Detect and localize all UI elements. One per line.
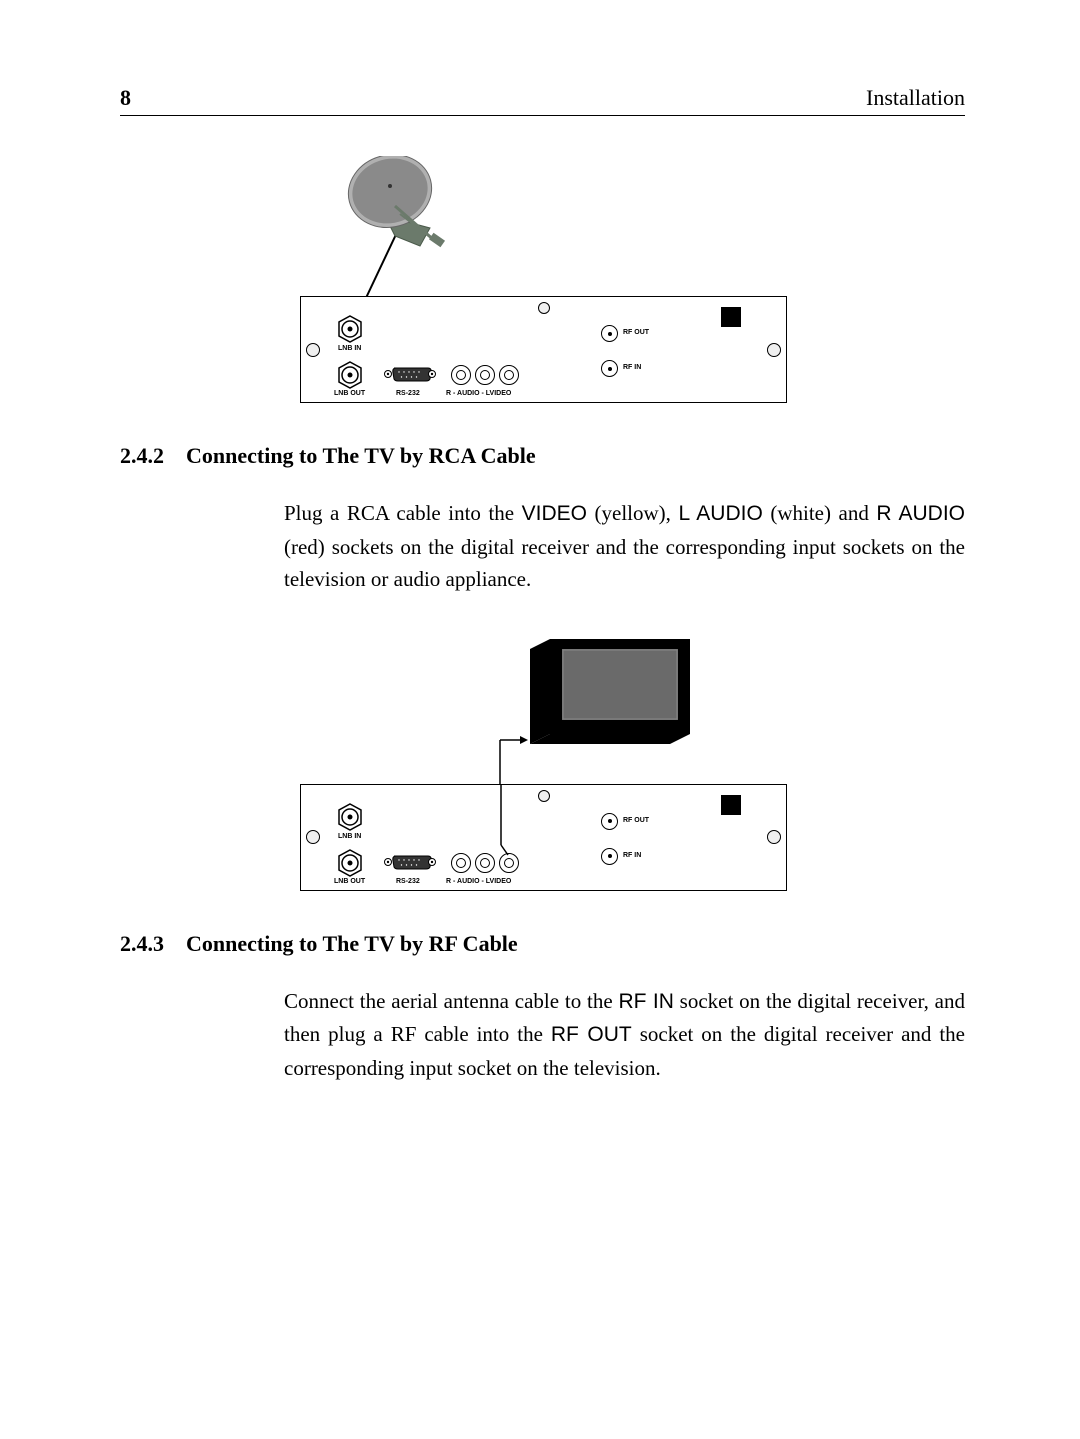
section-242-title: Connecting to The TV by RCA Cable bbox=[186, 443, 536, 469]
power-block-icon bbox=[721, 307, 741, 327]
video-port-icon bbox=[499, 853, 519, 873]
r-audio-label: R AUDIO bbox=[876, 502, 965, 525]
lnb-out-port-icon bbox=[336, 849, 364, 877]
figure-receiver-to-tv: LNB IN LNB OUT RS-232 R - AUDIO - LVIDEO… bbox=[120, 634, 965, 891]
section-243-heading: 2.4.3 Connecting to The TV by RF Cable bbox=[120, 931, 965, 957]
tv-icon bbox=[300, 634, 785, 804]
audio-l-port-icon bbox=[475, 853, 495, 873]
figure-dish-to-receiver: LNB IN LNB OUT RS-232 R - AUDIO - LVIDEO… bbox=[120, 156, 965, 403]
rf-in-textlabel: RF IN bbox=[618, 990, 673, 1013]
lnb-out-label: LNB OUT bbox=[334, 878, 365, 885]
rf-out-label: RF OUT bbox=[623, 817, 649, 824]
receiver-back-panel: LNB IN LNB OUT RS-232 R - AUDIO - LVIDEO… bbox=[300, 784, 787, 891]
lnb-in-label: LNB IN bbox=[338, 345, 361, 352]
lnb-in-port-icon bbox=[336, 803, 364, 831]
lnb-in-label: LNB IN bbox=[338, 833, 361, 840]
rca-label: R - AUDIO - LVIDEO bbox=[446, 878, 511, 885]
section-242-heading: 2.4.2 Connecting to The TV by RCA Cable bbox=[120, 443, 965, 469]
section-242-body: Plug a RCA cable into the VIDEO (yellow)… bbox=[284, 497, 965, 596]
rf-out-label: RF OUT bbox=[623, 329, 649, 336]
audio-l-port-icon bbox=[475, 365, 495, 385]
audio-r-port-icon bbox=[451, 365, 471, 385]
rf-out-port-icon bbox=[601, 813, 618, 830]
video-label: VIDEO bbox=[522, 502, 587, 525]
screw-icon bbox=[767, 830, 781, 844]
page-header: 8 Installation bbox=[120, 85, 965, 116]
receiver-back-panel: LNB IN LNB OUT RS-232 R - AUDIO - LVIDEO… bbox=[300, 296, 787, 403]
rs232-port-icon bbox=[384, 365, 436, 383]
audio-r-port-icon bbox=[451, 853, 471, 873]
rf-out-port-icon bbox=[601, 325, 618, 342]
section-243-number: 2.4.3 bbox=[120, 931, 164, 957]
screw-icon bbox=[306, 830, 320, 844]
power-block-icon bbox=[721, 795, 741, 815]
l-audio-label: L AUDIO bbox=[678, 502, 762, 525]
lnb-out-label: LNB OUT bbox=[334, 390, 365, 397]
lnb-out-port-icon bbox=[336, 361, 364, 389]
section-243-title: Connecting to The TV by RF Cable bbox=[186, 931, 518, 957]
rf-out-textlabel: RF OUT bbox=[551, 1023, 632, 1046]
screw-icon bbox=[306, 343, 320, 357]
screw-icon bbox=[538, 302, 550, 314]
rca-label: R - AUDIO - LVIDEO bbox=[446, 390, 511, 397]
rf-in-port-icon bbox=[601, 848, 618, 865]
lnb-in-port-icon bbox=[336, 315, 364, 343]
rs232-label: RS-232 bbox=[396, 390, 420, 397]
screw-icon bbox=[767, 343, 781, 357]
section-243-body: Connect the aerial antenna cable to the … bbox=[284, 985, 965, 1085]
page-number: 8 bbox=[120, 85, 131, 111]
rs232-port-icon bbox=[384, 853, 436, 871]
video-port-icon bbox=[499, 365, 519, 385]
chapter-title: Installation bbox=[866, 85, 965, 111]
rf-in-label: RF IN bbox=[623, 852, 641, 859]
section-242-number: 2.4.2 bbox=[120, 443, 164, 469]
screw-icon bbox=[538, 790, 550, 802]
rf-in-label: RF IN bbox=[623, 364, 641, 371]
rf-in-port-icon bbox=[601, 360, 618, 377]
rs232-label: RS-232 bbox=[396, 878, 420, 885]
